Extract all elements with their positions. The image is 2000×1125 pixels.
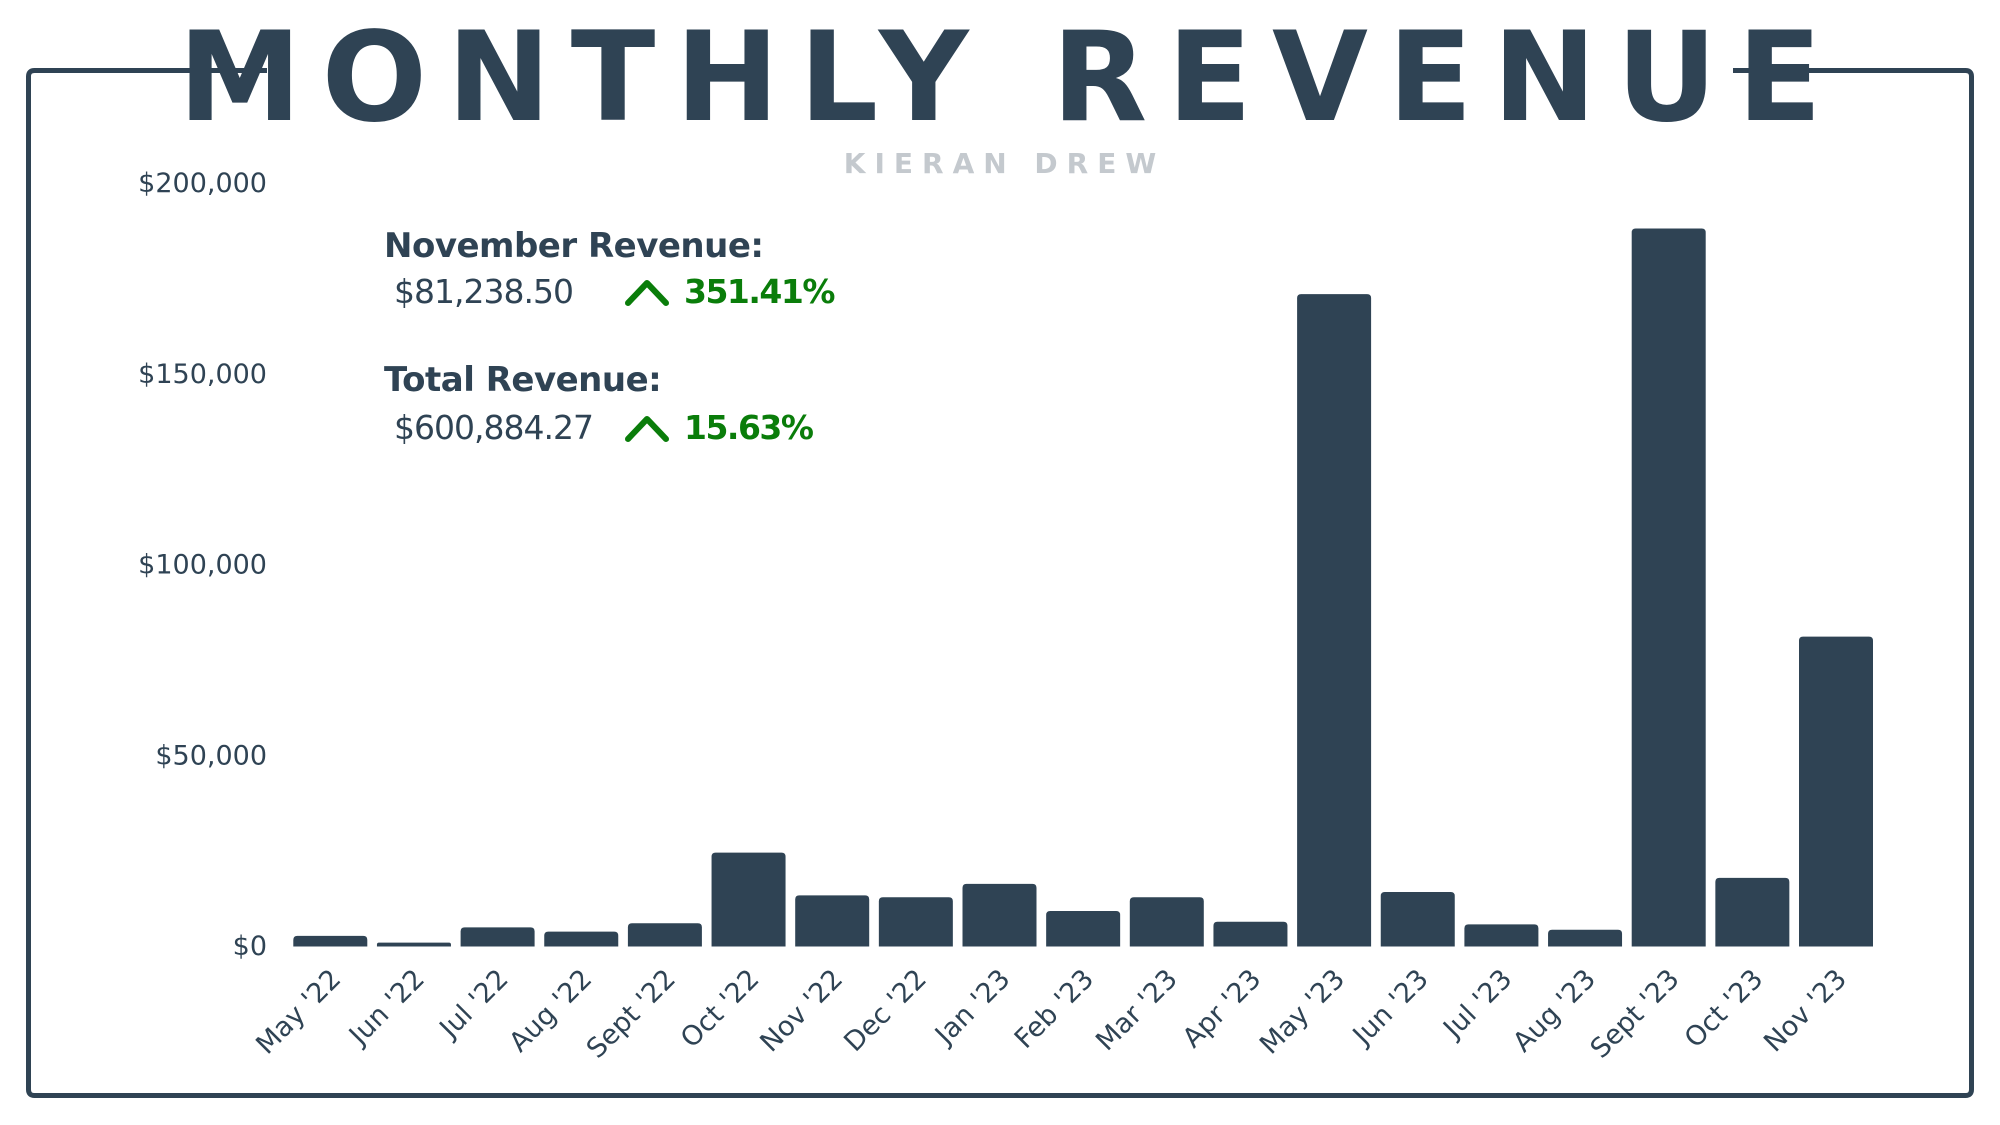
x-tick-label: Jul '22 xyxy=(433,964,515,1046)
x-tick-label: Sept '23 xyxy=(1585,964,1686,1065)
y-tick-label: $0 xyxy=(233,931,267,962)
bar xyxy=(1046,911,1121,947)
x-tick-label: Nov '23 xyxy=(1758,964,1853,1059)
bar xyxy=(1799,636,1873,947)
bar xyxy=(711,852,786,947)
y-tick-label: $50,000 xyxy=(155,740,267,771)
bar xyxy=(460,927,535,947)
bar xyxy=(627,923,702,947)
bar xyxy=(544,931,619,947)
bar xyxy=(962,883,1037,947)
kpi-label: November Revenue: xyxy=(384,226,764,266)
x-tick-label: Oct '22 xyxy=(675,964,766,1055)
chart-title: MONTHLY REVENUE xyxy=(178,6,1842,150)
chevron-up-icon xyxy=(625,279,669,306)
bar xyxy=(1213,921,1288,947)
bar xyxy=(795,895,870,947)
bar xyxy=(878,897,953,947)
kpi-change: 15.63% xyxy=(624,408,814,447)
x-tick-label: Jul '23 xyxy=(1436,964,1518,1046)
x-tick-label: May '22 xyxy=(250,964,347,1061)
bar xyxy=(293,935,368,947)
x-tick-label: Nov '22 xyxy=(754,964,849,1059)
x-tick-label: Dec '22 xyxy=(838,964,932,1058)
x-tick-label: Jun '23 xyxy=(1346,964,1435,1053)
bar xyxy=(1631,228,1706,947)
x-tick-label: Jun '22 xyxy=(342,964,431,1053)
y-axis: $0 $50,000 $100,000 $150,000 $200,000 xyxy=(138,168,267,962)
chevron-up-icon xyxy=(625,415,669,442)
y-tick-label: $100,000 xyxy=(138,550,267,581)
bar xyxy=(1464,924,1539,947)
y-tick-label: $200,000 xyxy=(138,168,267,199)
bar xyxy=(1548,929,1623,947)
kpi-change-value: 15.63% xyxy=(684,408,814,447)
bar xyxy=(376,942,451,947)
x-tick-label: Mar '23 xyxy=(1090,964,1184,1058)
x-tick-label: Apr '23 xyxy=(1177,964,1268,1055)
chart-subtitle: KIERAN DREW xyxy=(843,147,1166,180)
kpi-change-value: 351.41% xyxy=(684,272,835,311)
x-tick-label: Sept '22 xyxy=(581,964,682,1065)
bar xyxy=(1380,891,1455,947)
bar xyxy=(1715,877,1790,947)
kpi-value: $600,884.27 xyxy=(394,408,594,447)
x-tick-label: Feb '23 xyxy=(1009,964,1100,1055)
bar xyxy=(1297,294,1372,947)
x-tick-label: Jan '23 xyxy=(928,964,1016,1052)
x-tick-label: Oct '23 xyxy=(1679,964,1770,1055)
kpi-value: $81,238.50 xyxy=(394,272,574,311)
x-tick-label: May '23 xyxy=(1254,964,1351,1061)
frame-border xyxy=(26,68,1974,1098)
kpi-label: Total Revenue: xyxy=(384,360,662,400)
kpi-change: 351.41% xyxy=(624,272,835,311)
bars xyxy=(293,228,1873,947)
bar xyxy=(1129,897,1204,947)
y-tick-label: $150,000 xyxy=(138,359,267,390)
